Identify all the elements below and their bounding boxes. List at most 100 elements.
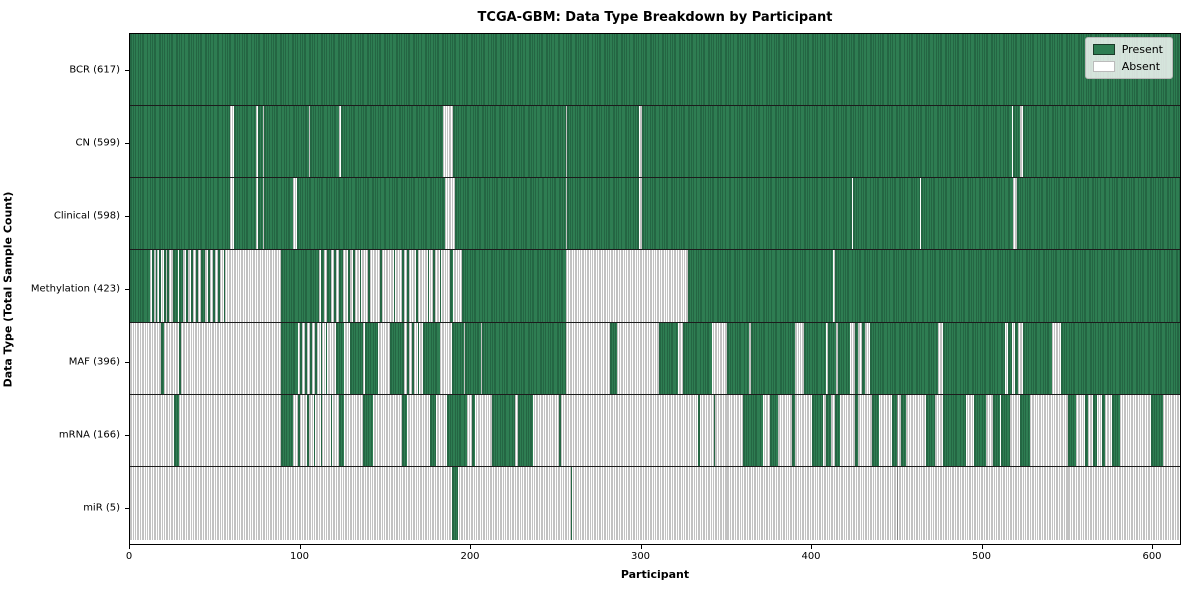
present-segment: [339, 394, 345, 466]
present-segment: [854, 322, 859, 394]
present-segment: [427, 250, 430, 322]
present-segment: [196, 250, 199, 322]
present-segment: [339, 250, 343, 322]
y-axis-label: Data Type (Total Sample Count): [1, 191, 15, 388]
present-segment: [296, 178, 445, 250]
present-segment: [305, 322, 307, 394]
matrix-row-bcr: [130, 34, 1180, 107]
present-segment: [201, 250, 205, 322]
present-segment: [160, 322, 165, 394]
present-segment: [461, 250, 566, 322]
present-segment: [412, 322, 415, 394]
present-segment: [449, 250, 454, 322]
row-label-methylation: Methylation (423): [30, 283, 120, 295]
present-segment: [892, 394, 898, 466]
present-segment: [130, 106, 231, 178]
row-label-mir: miR (5): [83, 502, 120, 514]
present-segment: [1023, 322, 1053, 394]
present-segment: [834, 250, 1180, 322]
present-segment: [992, 394, 1000, 466]
present-segment: [233, 106, 256, 178]
y-tick: [125, 215, 129, 217]
x-tick-label: 400: [801, 551, 821, 562]
legend-item-present: Present: [1092, 43, 1163, 56]
present-segment: [407, 322, 410, 394]
present-segment: [306, 394, 309, 466]
present-segment: [213, 250, 216, 322]
present-segment: [320, 250, 324, 322]
present-segment: [567, 106, 639, 178]
present-segment: [130, 34, 1180, 106]
present-segment: [257, 106, 263, 178]
present-segment: [191, 250, 193, 322]
present-segment: [393, 250, 396, 322]
present-segment: [853, 178, 920, 250]
present-segment: [233, 178, 256, 250]
present-segment: [313, 394, 316, 466]
present-segment: [347, 250, 350, 322]
y-tick: [125, 508, 129, 510]
present-segment: [300, 322, 302, 394]
present-segment: [130, 250, 151, 322]
x-tick: [129, 545, 130, 549]
matrix-row-cn: [130, 106, 1180, 179]
present-segment: [698, 394, 701, 466]
present-segment: [310, 106, 340, 178]
present-segment: [320, 394, 323, 466]
present-segment: [341, 106, 444, 178]
present-segment: [769, 394, 779, 466]
present-segment: [1008, 322, 1012, 394]
present-segment: [1060, 322, 1180, 394]
present-segment: [558, 394, 561, 466]
present-segment: [1016, 178, 1180, 250]
present-segment: [281, 394, 294, 466]
present-segment: [363, 394, 374, 466]
present-segment: [609, 322, 617, 394]
present-segment: [570, 466, 573, 540]
present-segment: [158, 250, 161, 322]
matrix-row-methylation: [130, 250, 1180, 323]
present-segment: [439, 250, 442, 322]
x-tick: [640, 545, 642, 549]
present-segment: [422, 322, 440, 394]
present-segment: [281, 250, 319, 322]
absent-swatch-icon: [1092, 61, 1115, 72]
present-segment: [567, 178, 639, 250]
present-segment: [659, 322, 678, 394]
present-segment: [359, 250, 362, 322]
present-segment: [834, 394, 840, 466]
present-segment: [402, 394, 408, 466]
present-segment: [1014, 322, 1019, 394]
chart-title: TCGA-GBM: Data Type Breakdown by Partici…: [477, 10, 833, 25]
present-segment: [837, 322, 850, 394]
x-tick-label: 200: [460, 551, 480, 562]
present-segment: [407, 250, 410, 322]
present-segment: [974, 394, 986, 466]
row-label-cn: CN (599): [75, 137, 120, 149]
present-segment: [642, 178, 852, 250]
legend-label-present: Present: [1121, 43, 1163, 56]
x-tick-label: 100: [289, 551, 310, 562]
present-segment: [310, 322, 313, 394]
present-segment: [642, 106, 1012, 178]
present-segment: [402, 250, 404, 322]
present-segment: [713, 394, 716, 466]
present-segment: [812, 394, 823, 466]
present-segment: [264, 106, 309, 178]
present-segment: [330, 394, 333, 466]
present-segment: [320, 322, 323, 394]
present-segment: [380, 250, 382, 322]
present-segment: [298, 394, 301, 466]
present-segment: [155, 250, 158, 322]
y-tick: [125, 142, 129, 144]
present-segment: [472, 394, 476, 466]
present-segment: [281, 322, 299, 394]
present-segment: [1111, 394, 1121, 466]
present-segment: [827, 322, 837, 394]
matrix-row-mir: [130, 466, 1180, 540]
x-tick: [811, 545, 812, 549]
present-segment: [208, 250, 210, 322]
present-segment: [1020, 394, 1031, 466]
present-segment: [130, 178, 231, 250]
present-segment: [218, 250, 221, 322]
